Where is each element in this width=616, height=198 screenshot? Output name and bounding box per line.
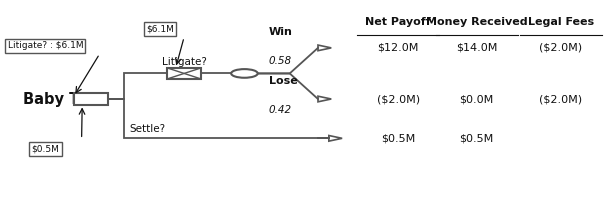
Text: $0.5M: $0.5M — [31, 145, 59, 154]
Text: Money Received: Money Received — [426, 17, 527, 27]
FancyBboxPatch shape — [74, 93, 108, 105]
Text: Win: Win — [269, 27, 293, 37]
Text: ($2.0M): ($2.0M) — [540, 94, 583, 104]
Text: $0.0M: $0.0M — [460, 94, 494, 104]
Text: $0.5M: $0.5M — [460, 133, 494, 143]
Text: Litigate? : $6.1M: Litigate? : $6.1M — [7, 41, 83, 50]
Text: Litigate?: Litigate? — [161, 57, 206, 67]
Text: ($2.0M): ($2.0M) — [540, 43, 583, 53]
Text: $12.0M: $12.0M — [378, 43, 419, 53]
Text: Lose: Lose — [269, 76, 298, 86]
FancyBboxPatch shape — [167, 68, 201, 79]
Text: $6.1M: $6.1M — [146, 25, 174, 34]
Text: $14.0M: $14.0M — [456, 43, 497, 53]
Text: 0.42: 0.42 — [269, 105, 291, 115]
Text: ($2.0M): ($2.0M) — [376, 94, 419, 104]
Text: Legal Fees: Legal Fees — [528, 17, 594, 27]
Text: Net Payoff: Net Payoff — [365, 17, 431, 27]
Text: Baby Tree: Baby Tree — [23, 91, 105, 107]
Text: $0.5M: $0.5M — [381, 133, 415, 143]
Text: Settle?: Settle? — [130, 124, 166, 134]
Text: 0.58: 0.58 — [269, 56, 291, 66]
Circle shape — [231, 69, 257, 78]
